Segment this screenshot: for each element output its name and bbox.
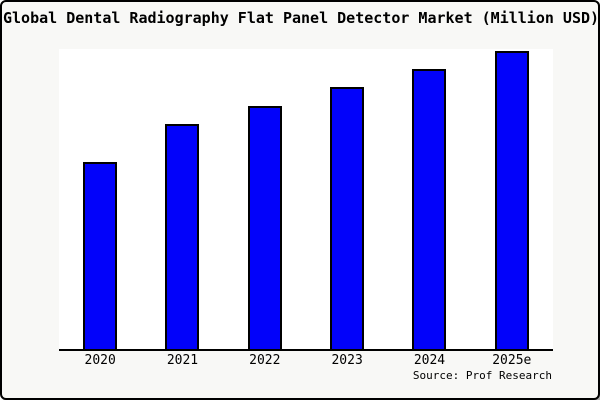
bar-2022 [247, 106, 282, 349]
source-label: Source: Prof Research [412, 369, 552, 382]
bar-slot [388, 49, 470, 349]
bar-2020 [83, 162, 118, 349]
x-axis-label-2021: 2021 [166, 353, 199, 368]
bar-2023 [330, 87, 365, 349]
chart-title: Global Dental Radiography Flat Panel Det… [3, 9, 600, 27]
x-axis-labels: 2020 2021 2022 2023 2024 2025e [59, 353, 553, 368]
bar-slot [471, 49, 553, 349]
bar-2021 [165, 124, 200, 349]
bars [59, 49, 553, 349]
bar-slot [306, 49, 388, 349]
plot-area [59, 49, 553, 351]
x-axis-label-2020: 2020 [84, 353, 116, 368]
x-axis-label-2025e: 2025e [492, 353, 532, 368]
bar-slot [141, 49, 223, 349]
x-axis-label-2022: 2022 [249, 353, 281, 368]
bar-slot [224, 49, 306, 349]
bar-2025e [494, 51, 529, 349]
bar-2024 [412, 69, 447, 349]
bar-slot [59, 49, 141, 349]
x-axis-label-2023: 2023 [331, 353, 363, 368]
x-axis-label-2024: 2024 [413, 353, 446, 368]
